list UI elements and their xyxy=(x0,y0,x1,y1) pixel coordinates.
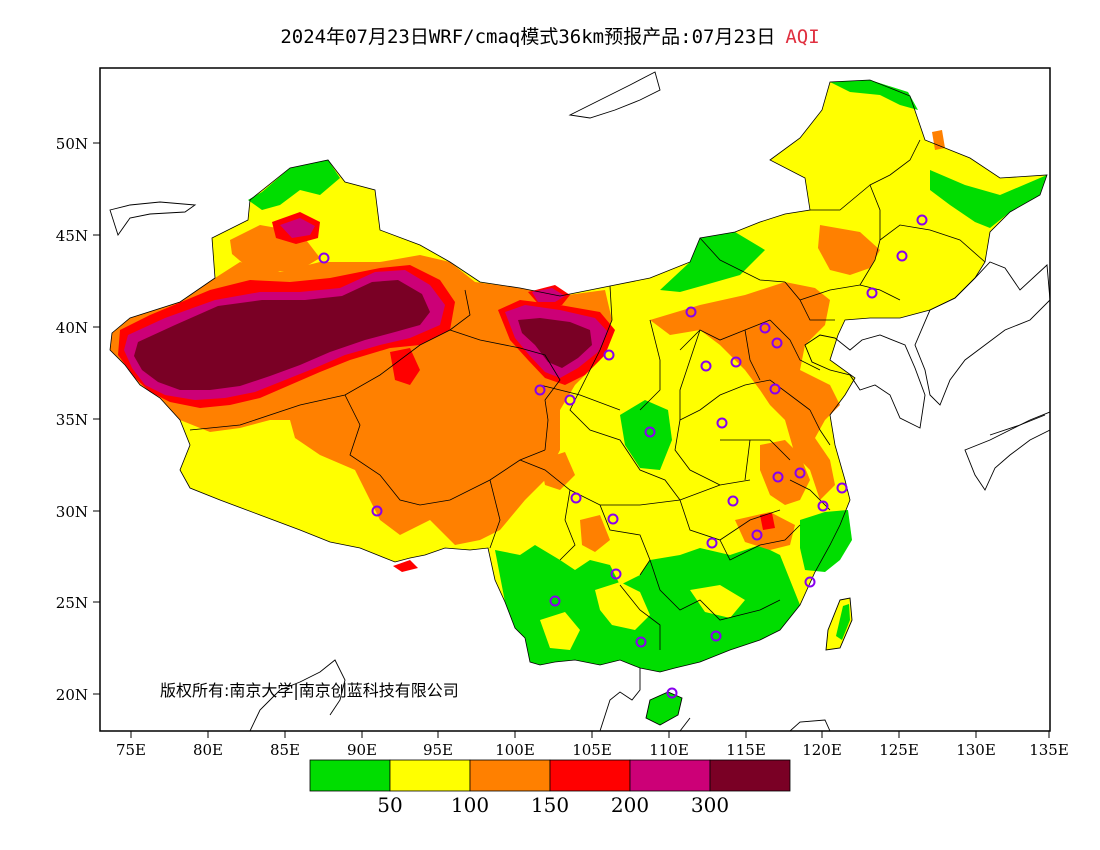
station-markers xyxy=(318,214,928,699)
lat-label: 25N xyxy=(56,594,88,612)
lon-label: 100E xyxy=(495,741,535,759)
lon-label: 110E xyxy=(649,741,689,759)
yellow-patches xyxy=(540,582,745,650)
lon-label: 85E xyxy=(270,741,300,759)
map-title: 2024年07月23日WRF/cmaq模式36km预报产品:07月23日 AQI xyxy=(0,22,1100,49)
legend-break: 200 xyxy=(611,793,649,817)
lat-label: 50N xyxy=(56,135,88,153)
hainan-fill xyxy=(646,692,682,725)
lon-label: 125E xyxy=(879,741,919,759)
lat-label: 45N xyxy=(56,227,88,245)
lon-label: 105E xyxy=(572,741,612,759)
copyright-text: 版权所有:南京大学|南京创蓝科技有限公司 xyxy=(160,681,459,700)
lat-labels: 50N 45N 40N 35N 30N 25N 20N xyxy=(56,135,88,704)
legend-break: 50 xyxy=(377,793,402,817)
lon-label: 120E xyxy=(802,741,842,759)
legend-swatch xyxy=(389,759,471,792)
legend-swatch xyxy=(709,759,791,792)
darkred-zones xyxy=(134,280,592,390)
map-frame xyxy=(99,67,1051,732)
lat-label: 20N xyxy=(56,686,88,704)
map-title-main: 2024年07月23日WRF/cmaq模式36km预报产品:07月23日 xyxy=(280,26,776,48)
lon-label: 115E xyxy=(726,741,766,759)
lat-axis xyxy=(93,142,100,695)
lat-label: 35N xyxy=(56,411,88,429)
legend-swatch xyxy=(469,759,551,792)
lon-label: 95E xyxy=(423,741,453,759)
legend-break: 150 xyxy=(531,793,569,817)
legend-swatch xyxy=(549,759,631,792)
legend-swatch xyxy=(309,759,391,792)
neighbor-outlines xyxy=(109,71,1050,731)
lon-label: 80E xyxy=(193,741,223,759)
map-canvas: 版权所有:南京大学|南京创蓝科技有限公司 xyxy=(109,71,1050,731)
legend-swatch xyxy=(629,759,711,792)
province-borders xyxy=(109,79,1048,673)
lon-label: 130E xyxy=(956,741,996,759)
legend-break: 100 xyxy=(451,793,489,817)
map-title-variable: AQI xyxy=(785,26,820,48)
lat-label: 30N xyxy=(56,503,88,521)
lon-label: 75E xyxy=(116,741,146,759)
color-legend: 50 100 150 200 300 xyxy=(309,759,791,817)
lon-axis xyxy=(130,731,1050,738)
lon-labels: 75E 80E 85E 90E 95E 100E 105E 110E 115E … xyxy=(116,741,1069,759)
lon-label: 135E xyxy=(1029,741,1069,759)
lon-label: 90E xyxy=(347,741,377,759)
lat-label: 40N xyxy=(56,319,88,337)
taiwan-fill-green xyxy=(836,604,850,640)
legend-break: 300 xyxy=(691,793,729,817)
